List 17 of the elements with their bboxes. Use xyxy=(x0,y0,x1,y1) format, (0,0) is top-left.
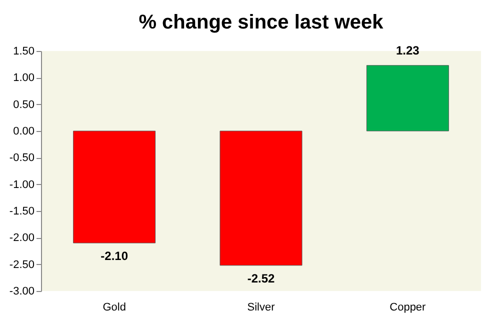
y-tick-label: -1.00 xyxy=(9,178,34,191)
y-tick-label: -3.00 xyxy=(9,286,34,298)
y-tick-label: 1.00 xyxy=(13,72,34,84)
chart-title: % change since last week xyxy=(138,11,384,34)
y-tick-label: -1.50 xyxy=(9,206,34,218)
y-tick-label: 0.50 xyxy=(13,98,34,111)
y-tick-label: 0.00 xyxy=(13,126,34,138)
y-tick-label: -0.50 xyxy=(9,152,34,164)
y-tick-label: 1.50 xyxy=(13,46,34,58)
data-label: -2.52 xyxy=(247,271,275,286)
y-tick-label: -2.00 xyxy=(9,232,34,244)
x-tick-label: Copper xyxy=(390,302,426,314)
data-label: 1.23 xyxy=(396,43,420,58)
data-label: -2.10 xyxy=(100,249,128,263)
y-tick-label: -2.50 xyxy=(9,258,34,271)
x-tick-label: Gold xyxy=(102,302,126,314)
x-tick-label: Silver xyxy=(247,302,276,314)
